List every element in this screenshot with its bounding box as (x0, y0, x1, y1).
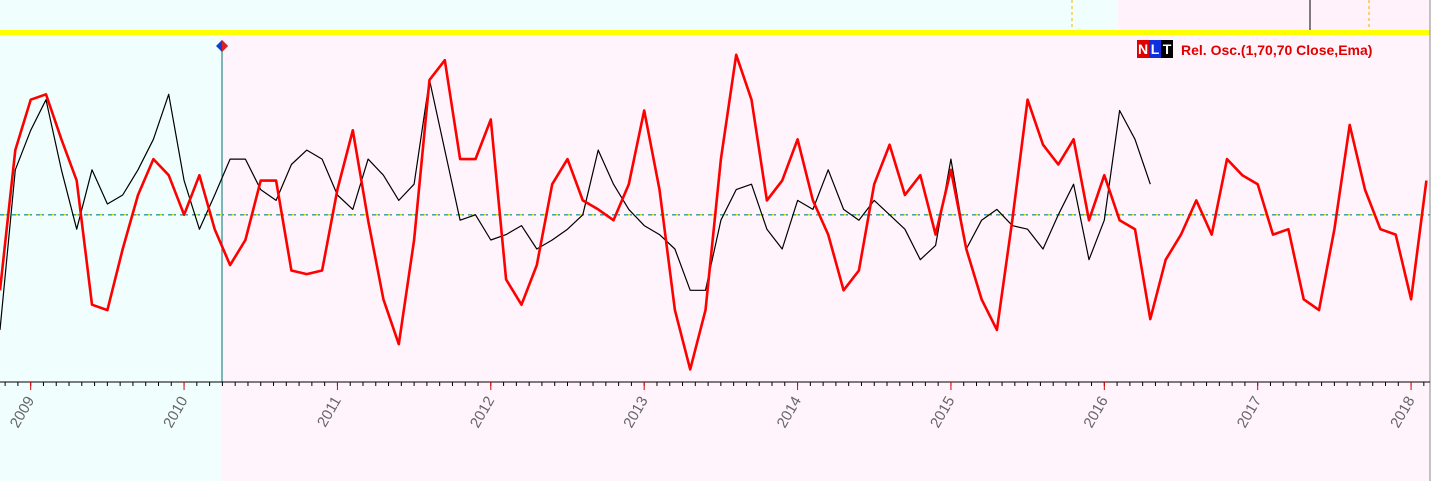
indicator-button[interactable]: T (1163, 41, 1172, 57)
button-bg (1137, 40, 1149, 58)
right-gutter (1430, 0, 1443, 481)
plot-bg-left (0, 36, 222, 481)
button-bg (1149, 40, 1161, 58)
top-panel-highlight (1118, 0, 1430, 30)
plot-bg (222, 36, 1430, 481)
legend-label: Rel. Osc.(1,70,70 Close,Ema) (1181, 42, 1372, 58)
series-layer (0, 53, 1430, 371)
panel-separator (0, 30, 1430, 35)
legend: N L T Rel. Osc.(1,70,70 Close,Ema) (1137, 40, 1372, 58)
top-panel (0, 0, 1118, 30)
series-line (0, 53, 1428, 371)
cursor-marker (222, 40, 228, 52)
button-bg (1161, 40, 1173, 58)
indicator-button[interactable]: L (1151, 41, 1160, 57)
indicator-button[interactable]: N (1138, 41, 1148, 57)
